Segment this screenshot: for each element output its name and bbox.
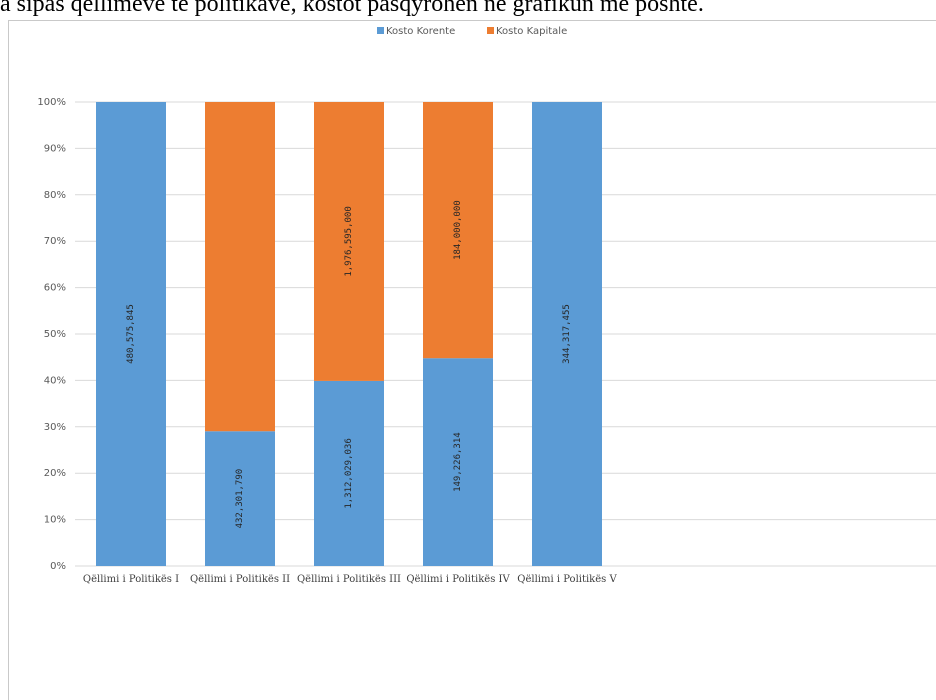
y-tick-label: 50% bbox=[44, 329, 66, 340]
y-tick-label: 100% bbox=[37, 97, 66, 108]
y-tick-label: 10% bbox=[44, 515, 66, 526]
legend-label-kosto-korente: Kosto Korente bbox=[386, 26, 455, 37]
category-label: Qëllimi i Politikës V bbox=[517, 574, 617, 585]
y-tick-label: 0% bbox=[50, 561, 66, 572]
y-tick-label: 90% bbox=[44, 143, 66, 154]
data-label: 149,226,314 bbox=[453, 432, 463, 492]
bars: 480,575,845 432,301,790 1,312,029,036 1,976… bbox=[96, 102, 602, 566]
legend-swatch-kosto-korente bbox=[377, 27, 384, 34]
y-tick-label: 60% bbox=[44, 283, 66, 294]
data-label: 432,301,790 bbox=[235, 469, 245, 529]
data-label: 344,317,455 bbox=[562, 304, 572, 364]
category-label: Qëllimi i Politikës I bbox=[83, 574, 179, 585]
category-label: Qëllimi i Politikës IV bbox=[406, 574, 510, 585]
bar-segment-kosto-kapitale bbox=[314, 102, 384, 381]
bar-segment-kosto-korente bbox=[532, 102, 602, 566]
bar-segment-kosto-korente bbox=[205, 431, 275, 566]
legend-swatch-kosto-kapitale bbox=[487, 27, 494, 34]
y-tick-label: 30% bbox=[44, 422, 66, 433]
y-tick-label: 20% bbox=[44, 468, 66, 479]
category-label: Qëllimi i Politikës III bbox=[297, 574, 401, 585]
y-tick-label: 70% bbox=[44, 236, 66, 247]
x-axis-categories: Qëllimi i Politikës I Qëllimi i Politikës… bbox=[83, 574, 618, 585]
legend-label-kosto-kapitale: Kosto Kapitale bbox=[496, 26, 567, 37]
page-text: a sipas qëllimeve të politikave, kostot … bbox=[0, 0, 704, 17]
bar-segment-kosto-kapitale bbox=[205, 102, 275, 432]
bar-segment-kosto-korente bbox=[96, 102, 166, 566]
stacked-bar-chart: Kosto Korente Kosto Kapitale 0% 10% 20% 30%… bbox=[37, 26, 936, 585]
bar-segment-kosto-korente bbox=[314, 380, 384, 566]
data-label: 480,575,845 bbox=[126, 304, 136, 364]
data-label: 1,312,029,036 bbox=[344, 438, 354, 508]
gridlines bbox=[75, 101, 936, 567]
data-label: 184,000,000 bbox=[453, 200, 463, 260]
bar-segment-kosto-kapitale bbox=[423, 102, 493, 359]
chart-legend: Kosto Korente Kosto Kapitale bbox=[377, 26, 567, 37]
data-label: 1,976,595,000 bbox=[344, 206, 354, 276]
y-axis-ticks: 0% 10% 20% 30% 40% 50% 60% 70% 80% 90% 100% bbox=[37, 97, 66, 572]
category-label: Qëllimi i Politikës II bbox=[190, 574, 290, 585]
y-tick-label: 80% bbox=[44, 190, 66, 201]
bar-segment-kosto-korente bbox=[423, 358, 493, 566]
y-tick-label: 40% bbox=[44, 375, 66, 386]
